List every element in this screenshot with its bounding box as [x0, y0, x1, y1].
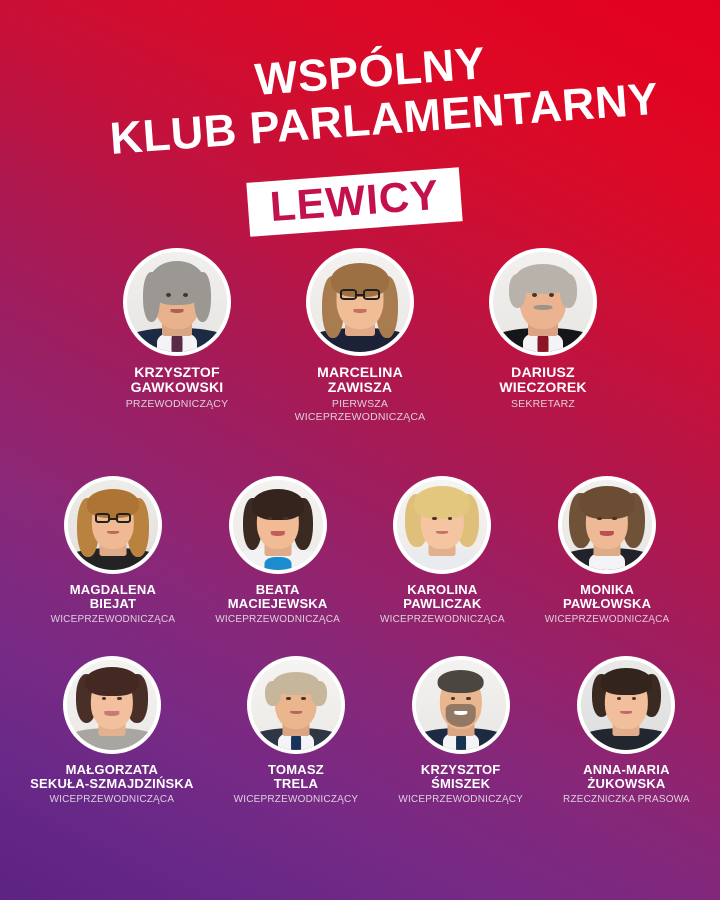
avatar — [577, 656, 676, 754]
portrait-photo-biejat — [67, 480, 158, 570]
person-caption: MARCELINA ZAWISZA PIERWSZA WICEPRZEWODNI… — [275, 364, 445, 424]
person-last-name: BIEJAT — [89, 596, 137, 612]
person-card[interactable]: KAROLINA PAWLICZAK WICEPRZEWODNICZĄCA — [380, 476, 505, 627]
person-role: WICEPRZEWODNICZĄCA — [380, 614, 505, 626]
person-first-name: MONIKA — [580, 582, 635, 597]
person-role: RZECZNICZKA PRASOWA — [563, 794, 690, 806]
person-first-name: KRZYSZTOF — [420, 762, 501, 777]
person-first-name: MAGDALENA — [69, 582, 157, 597]
person-role: SEKRETARZ — [510, 398, 575, 411]
person-caption: MONIKA PAWŁOWSKA WICEPRZEWODNICZĄCA — [544, 582, 670, 627]
person-role: WICEPRZEWODNICZĄCY — [398, 794, 524, 806]
headline-line-2: KLUB PARLAMENTARNY — [108, 72, 661, 164]
glasses-icon — [340, 289, 380, 300]
avatar — [489, 248, 597, 356]
avatar — [306, 248, 414, 356]
person-caption: KRZYSZTOF ŚMISZEK WICEPRZEWODNICZĄCY — [398, 762, 524, 807]
person-first-name: TOMASZ — [268, 762, 324, 777]
person-first-name: BEATA — [255, 582, 300, 597]
person-caption: MAGDALENA BIEJAT WICEPRZEWODNICZĄCA — [50, 582, 176, 627]
person-last-name: SEKUŁA-SZMAJDZIŃSKA — [30, 776, 194, 792]
person-caption: KRZYSZTOF GAWKOWSKI PRZEWODNICZĄCY — [125, 364, 229, 411]
person-card[interactable]: MAŁGORZATA SEKUŁA-SZMAJDZIŃSKA WICEPRZEW… — [30, 656, 193, 807]
portrait-photo-sekula-szmajdzinska — [66, 660, 157, 750]
person-role: PIERWSZA WICEPRZEWODNICZĄCA — [294, 398, 426, 424]
person-role: WICEPRZEWODNICZĄCA — [215, 614, 340, 626]
avatar — [62, 656, 161, 754]
person-last-name: ZAWISZA — [327, 379, 393, 396]
people-row-2: MAGDALENA BIEJAT WICEPRZEWODNICZĄCA — [0, 476, 720, 627]
portrait-photo-pawlowska — [562, 480, 653, 570]
portrait-photo-gawkowski — [127, 252, 227, 352]
person-card[interactable]: KRZYSZTOF ŚMISZEK WICEPRZEWODNICZĄCY — [398, 656, 523, 807]
person-first-name: ANNA-MARIA — [583, 762, 670, 777]
portrait-photo-zukowska — [581, 660, 672, 750]
person-role: WICEPRZEWODNICZĄCA — [49, 794, 175, 806]
portrait-photo-pawliczak — [397, 480, 488, 570]
person-card[interactable]: ANNA-MARIA ŻUKOWSKA RZECZNICZKA PRASOWA — [563, 656, 690, 807]
person-role: WICEPRZEWODNICZĄCA — [544, 614, 670, 626]
person-last-name: ŻUKOWSKA — [587, 776, 666, 792]
person-role: WICEPRZEWODNICZĄCA — [50, 614, 176, 626]
person-role: PRZEWODNICZĄCY — [125, 398, 229, 411]
person-card[interactable]: MONIKA PAWŁOWSKA WICEPRZEWODNICZĄCA — [545, 476, 670, 627]
person-first-name: KAROLINA — [407, 582, 478, 597]
person-caption: KAROLINA PAWLICZAK WICEPRZEWODNICZĄCA — [380, 582, 505, 627]
person-last-name: MACIEJEWSKA — [227, 596, 328, 612]
lewicy-badge-label: LEWICY — [268, 170, 441, 231]
person-card[interactable]: DARIUSZ WIECZOREK SEKRETARZ — [489, 248, 597, 424]
people-row-3: MAŁGORZATA SEKUŁA-SZMAJDZIŃSKA WICEPRZEW… — [0, 656, 720, 807]
person-first-name: KRZYSZTOF — [134, 364, 220, 380]
avatar — [123, 248, 231, 356]
avatar — [393, 476, 492, 574]
person-caption: ANNA-MARIA ŻUKOWSKA RZECZNICZKA PRASOWA — [563, 762, 690, 807]
person-card[interactable]: BEATA MACIEJEWSKA WICEPRZEWODNICZĄCA — [215, 476, 340, 627]
person-caption: MAŁGORZATA SEKUŁA-SZMAJDZIŃSKA WICEPRZEW… — [30, 762, 194, 807]
avatar — [246, 656, 345, 754]
portrait-photo-smiszek — [415, 660, 506, 750]
avatar — [411, 656, 510, 754]
portrait-photo-zawisza — [310, 252, 410, 352]
person-caption: DARIUSZ WIECZOREK SEKRETARZ — [499, 364, 587, 411]
headline-line-1: WSPÓLNY — [253, 37, 488, 105]
portrait-photo-trela — [250, 660, 341, 750]
person-card[interactable]: KRZYSZTOF GAWKOWSKI PRZEWODNICZĄCY — [123, 248, 231, 424]
person-caption: TOMASZ TRELA WICEPRZEWODNICZĄCY — [233, 762, 359, 807]
avatar — [228, 476, 327, 574]
portrait-photo-maciejewska — [232, 480, 323, 570]
person-role: WICEPRZEWODNICZĄCY — [233, 794, 359, 806]
person-first-name: MARCELINA — [317, 364, 403, 380]
person-last-name: WIECZOREK — [499, 379, 587, 396]
person-last-name: PAWŁOWSKA — [562, 596, 652, 612]
person-card[interactable]: TOMASZ TRELA WICEPRZEWODNICZĄCY — [234, 656, 359, 807]
person-card[interactable]: MAGDALENA BIEJAT WICEPRZEWODNICZĄCA — [51, 476, 176, 627]
people-row-1: KRZYSZTOF GAWKOWSKI PRZEWODNICZĄCY — [0, 248, 720, 424]
person-last-name: ŚMISZEK — [431, 776, 491, 792]
lewicy-badge: LEWICY — [246, 167, 464, 237]
portrait-photo-wieczorek — [493, 252, 593, 352]
poster-headline: WSPÓLNY KLUB PARLAMENTARNY LEWICY — [0, 37, 720, 237]
person-last-name: TRELA — [273, 776, 319, 792]
person-first-name: DARIUSZ — [511, 364, 575, 380]
avatar — [63, 476, 162, 574]
glasses-icon — [94, 513, 131, 524]
avatar — [558, 476, 657, 574]
person-caption: BEATA MACIEJEWSKA WICEPRZEWODNICZĄCA — [215, 582, 340, 627]
person-last-name: PAWLICZAK — [403, 596, 482, 612]
person-first-name: MAŁGORZATA — [65, 762, 159, 777]
person-card[interactable]: MARCELINA ZAWISZA PIERWSZA WICEPRZEWODNI… — [275, 248, 445, 424]
person-last-name: GAWKOWSKI — [130, 379, 224, 396]
